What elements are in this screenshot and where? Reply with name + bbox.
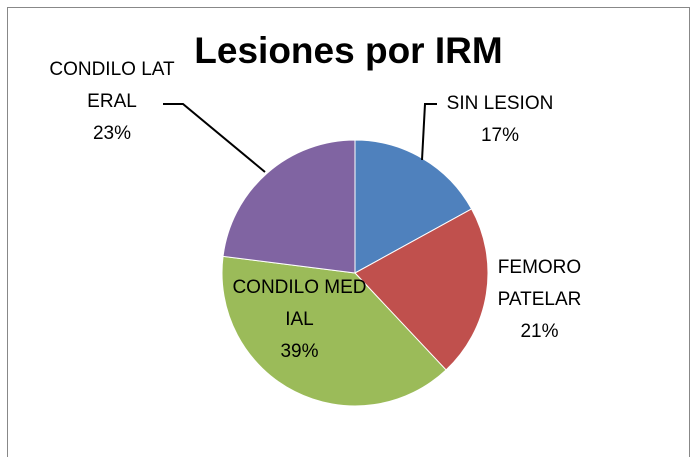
pie: [221, 139, 489, 407]
data-label: CONDILO MEDIAL 39%: [232, 272, 367, 368]
pie-slice: [222, 139, 356, 274]
value-label: 23%: [92, 123, 132, 144]
chart-title: Lesiones por IRM: [194, 30, 503, 71]
leader-line: [163, 103, 266, 173]
data-label: CONDILO LATERAL 23%: [46, 54, 178, 150]
pie-slice: [221, 255, 447, 407]
data-label: SIN LESION 17%: [440, 88, 560, 152]
leader-line: [421, 103, 437, 161]
category-label: CONDILO MEDIAL: [232, 277, 367, 330]
pie-slice: [354, 208, 489, 371]
category-label: FEMOROPATELAR: [497, 257, 582, 310]
value-label: 39%: [280, 341, 319, 362]
data-label: FEMOROPATELAR 21%: [482, 252, 597, 348]
value-label: 21%: [520, 321, 559, 342]
value-label: 17%: [480, 125, 520, 146]
category-label: SIN LESION: [446, 93, 554, 114]
category-label: CONDILO LATERAL: [49, 59, 175, 112]
